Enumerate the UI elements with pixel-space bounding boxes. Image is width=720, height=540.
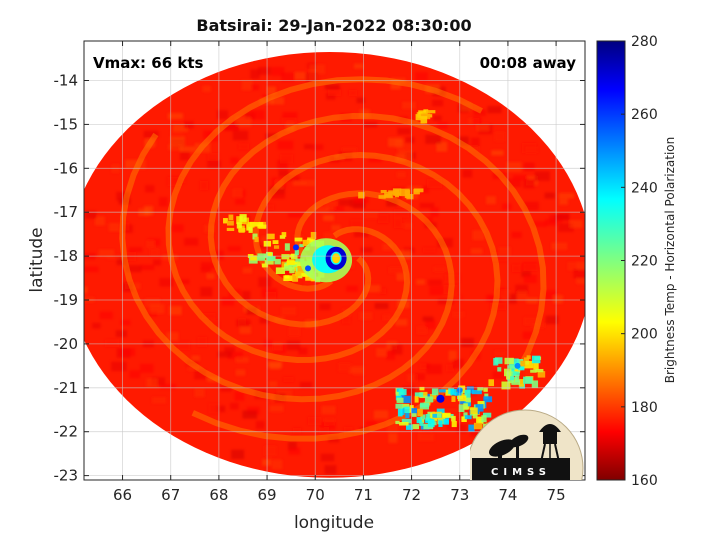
cimss-logo-text: CIMSS [491,467,551,478]
x-tick-label: 73 [450,486,469,504]
colorbar-tick-label: 240 [631,180,658,196]
gridlines [84,41,585,480]
convection-north [415,109,436,124]
y-tick-label: -15 [54,115,79,133]
x-axis-label: longitude [294,513,374,533]
time-offset-annotation: 00:08 away [480,54,577,72]
cimss-logo: CIMSS [470,409,584,480]
outer-rainband-north [223,214,267,233]
colorbar-tick-label: 260 [631,107,658,123]
y-tick-label: -17 [54,203,79,221]
x-tick-label: 66 [113,486,132,504]
x-axis-ticks: 66 67 68 69 70 71 72 73 74 75 [113,41,566,504]
colorbar-tick-label: 180 [631,400,658,416]
eye-ring [292,238,521,403]
x-tick-label: 75 [547,486,566,504]
x-tick-label: 68 [209,486,228,504]
convective-features [223,109,546,432]
y-tick-label: -14 [54,72,79,90]
plot-area [84,41,585,480]
vmax-annotation: Vmax: 66 kts [93,54,203,72]
colorbar-tick-label: 220 [631,254,658,270]
x-tick-label: 69 [258,486,277,504]
x-tick-label: 72 [402,486,421,504]
y-tick-label: -20 [54,335,79,353]
spiral-bands [119,76,547,442]
chart-title: Batsirai: 29-Jan-2022 08:30:00 [196,16,471,35]
colorbar-tick-label: 280 [631,34,658,50]
y-tick-label: -21 [54,379,79,397]
x-tick-label: 67 [161,486,180,504]
colorbar [596,40,626,481]
band-north [358,188,424,200]
x-tick-label: 71 [354,486,373,504]
colorbar-tick-label: 160 [631,473,658,489]
y-tick-label: -22 [54,423,79,441]
x-tick-label: 74 [498,486,517,504]
y-tick-label: -19 [54,291,79,309]
y-axis-label: latitude [27,227,47,292]
rainband-south-east [395,385,494,432]
y-axis-ticks: -14 -15 -16 -17 -18 -19 -20 -21 -22 -23 [54,72,585,485]
y-tick-label: -16 [54,159,79,177]
colorbar-ticks: 160 180 200 220 240 260 280 [621,34,658,489]
colorbar-label: Brightness Temp - Horizontal Polarizatio… [663,137,677,384]
colorbar-tick-label: 200 [631,327,658,343]
x-tick-label: 70 [306,486,325,504]
plot-frame [83,40,586,481]
y-tick-label: -18 [54,247,79,265]
y-tick-label: -23 [54,467,79,485]
